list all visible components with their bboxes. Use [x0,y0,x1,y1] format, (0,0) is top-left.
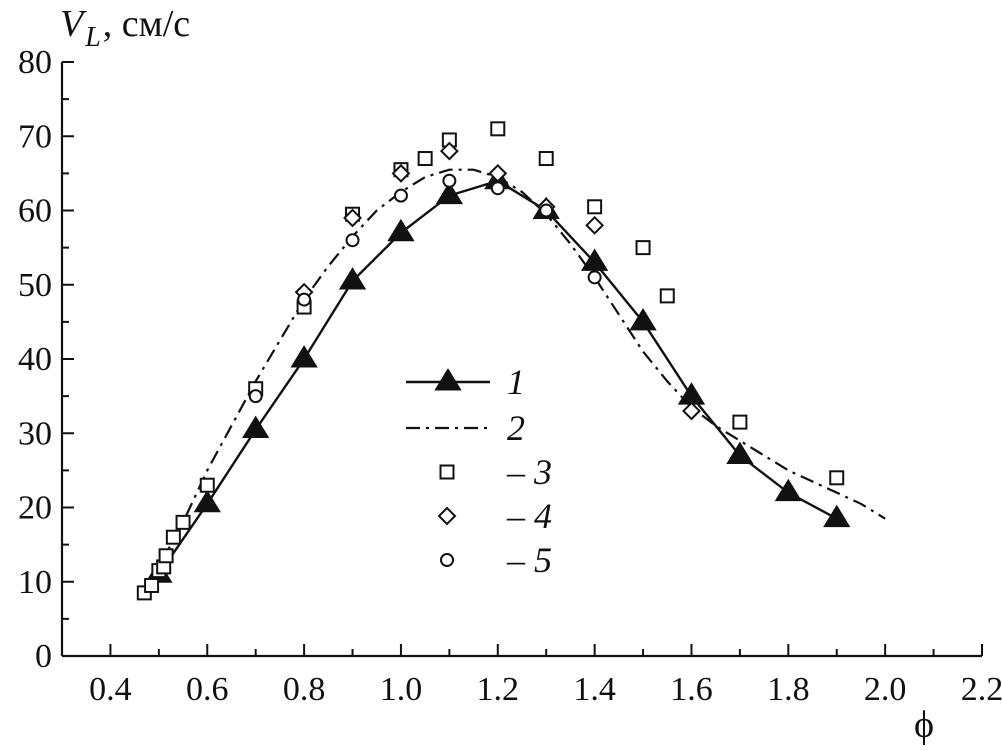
series-2-line [157,168,886,568]
series-1-point [242,415,270,438]
series-3-point [165,529,181,545]
legend-series-3-marker [439,464,455,480]
series-1-point [338,267,367,290]
series-3-point [417,151,433,167]
x-tick-label: 1.2 [477,671,520,708]
series-1-point [774,478,802,502]
series-1-point [726,441,754,464]
series-3-point [587,199,603,215]
series-3-point [829,470,845,486]
series-5-point [442,173,457,188]
x-tick-label: 2.2 [961,671,1002,708]
series-3-point [175,514,191,530]
x-tick-label: 2.0 [864,671,907,708]
series-4-point [391,163,411,183]
legend: 1 2– 3– 4– 5 [406,362,552,580]
x-axis-label: ϕ [914,704,934,746]
series-3-point [635,240,651,256]
series-5-point [248,389,263,404]
series-5-point [490,181,505,196]
x-tick-label: 1.4 [573,671,616,708]
x-tick-label: 1.0 [380,671,423,708]
series-1-point [677,382,706,405]
y-axis-label: VL, см/с [60,3,190,53]
y-tick-label: 40 [18,341,52,378]
y-tick-label: 70 [18,118,52,155]
series-1-point [290,345,318,368]
x-tick-label: 0.4 [89,671,132,708]
x-tick-label: 0.6 [186,671,229,708]
series-4-point [343,208,362,228]
series-1-point [629,307,657,331]
series-3-point [659,288,675,304]
series-5-point [587,270,602,285]
series-5-point [345,233,360,248]
series-4-point [682,401,701,421]
legend-label-2: 2 [507,408,525,448]
y-tick-label: 0 [35,638,52,675]
y-tick-label: 80 [18,44,52,81]
series-1-point [193,489,221,513]
series-1-point [823,504,851,528]
x-tick-label: 0.8 [283,671,326,708]
series-5-point [297,292,312,307]
legend-series-4-marker [437,506,457,526]
y-tick-label: 10 [18,564,52,601]
series-3-point [158,548,174,564]
series-4-point [585,215,605,235]
series-3-point [199,477,215,493]
series-3-point [732,414,748,430]
series-1-line [157,179,838,576]
series-5-point [393,188,408,203]
y-tick-label: 30 [18,415,52,452]
x-tick-label: 1.8 [767,671,810,708]
series-1-point [387,218,415,242]
legend-label-1: 1 [507,362,525,402]
legend-series-5-marker [440,553,454,567]
legend-label-3: – 3 [506,452,552,492]
labels-layer: 0.4 0.6 0.8 1.0 1.2 1.4 1.6 1.8 2.0 2.2 0 10 20 30 40 5… [18,3,1002,746]
series-3-point [490,121,506,137]
series-4-point [439,141,459,161]
y-tick-label: 20 [18,490,52,527]
x-tick-label: 1.6 [670,671,713,708]
series-layer [136,121,886,601]
series-3-point [538,151,554,167]
series-1-point [435,181,464,205]
axes-layer [60,61,983,658]
legend-series-1-marker [434,368,462,391]
y-tick-label: 60 [18,193,52,230]
legend-label-4: – 4 [506,496,552,536]
series-5-point [539,203,554,218]
series-3-point [144,577,160,593]
legend-label-5: – 5 [506,540,552,580]
y-tick-label: 50 [18,267,52,304]
